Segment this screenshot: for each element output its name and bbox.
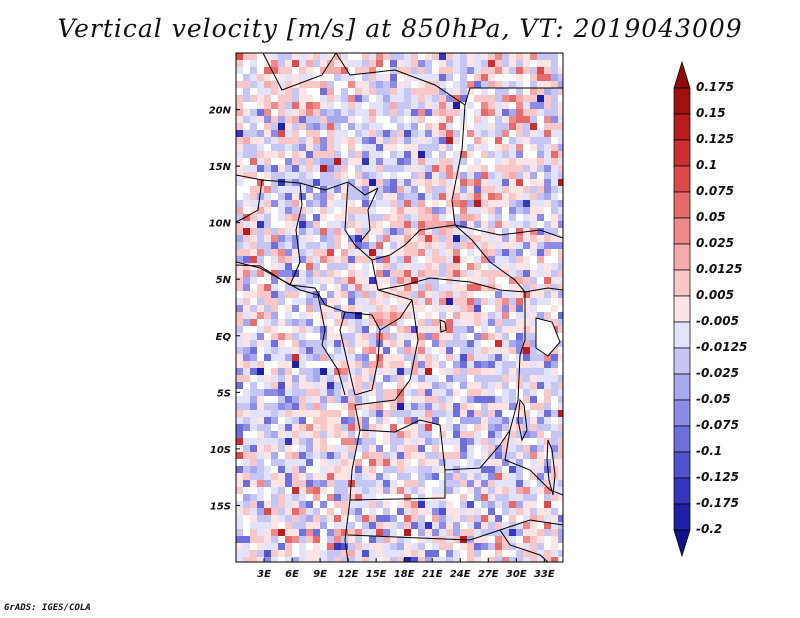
lon-tick-label: 21E (422, 569, 443, 580)
country-borders (236, 53, 563, 562)
colorbar-swatch (673, 217, 691, 245)
colorbar-level-label: -0.075 (696, 418, 739, 432)
lon-tick-label: 15E (366, 569, 387, 580)
lat-tick-label: 20N (209, 106, 232, 117)
colorbar-swatch (673, 425, 691, 453)
colorbar-swatch (673, 321, 691, 349)
lat-tick-label: 10N (209, 219, 232, 230)
colorbar-level-label: -0.025 (696, 366, 739, 380)
vertical-velocity-field (236, 53, 563, 562)
lon-tick-label: 6E (285, 569, 299, 580)
colorbar-level-label: 0.1 (696, 158, 718, 172)
credit-text: GrADS: IGES/COLA (4, 603, 91, 613)
lon-tick-label: 3E (257, 569, 271, 580)
colorbar-level-label: 0.075 (696, 184, 734, 198)
colorbar-swatch (673, 243, 691, 271)
lat-tick-label: 10S (210, 445, 231, 456)
colorbar-level-label: 0.175 (696, 80, 734, 94)
lon-tick-label: 9E (313, 569, 327, 580)
colorbar-level-label: -0.1 (696, 444, 723, 458)
lat-tick-label: 15S (210, 501, 231, 512)
lon-tick-label: 18E (394, 569, 415, 580)
map-frame (235, 52, 564, 563)
colorbar-level-label: -0.0125 (696, 340, 748, 354)
colorbar-level-label: -0.2 (696, 522, 723, 536)
lat-tick-label: 5S (217, 388, 231, 399)
colorbar-swatch (673, 399, 691, 427)
colorbar-swatch (673, 165, 691, 193)
colorbar-level-label: -0.175 (696, 496, 739, 510)
colorbar-level-label: 0.005 (696, 288, 734, 302)
colorbar-level-label: 0.125 (696, 132, 734, 146)
lat-tick-label: 5N (216, 275, 232, 286)
lon-tick-label: 30E (506, 569, 527, 580)
colorbar-swatch (673, 191, 691, 219)
colorbar-swatch (673, 113, 691, 141)
axis-ticks: 20N 15N 10N 5N EQ 5S 10S 15S 3E 6E 9E 12E 15E 18E 21E 2… (209, 106, 555, 580)
colorbar-level-label: 0.15 (696, 106, 726, 120)
lon-tick-label: 24E (450, 569, 471, 580)
lon-tick-label: 33E (534, 569, 555, 580)
colorbar-level-label: 0.05 (696, 210, 726, 224)
colorbar-swatch (673, 477, 691, 505)
colorbar-swatch (673, 373, 691, 401)
colorbar-swatch (673, 269, 691, 297)
map-title: Vertical velocity [m/s] at 850hPa, VT: 2… (57, 14, 743, 43)
colorbar-swatch (673, 503, 691, 531)
colorbar-level-label: -0.005 (696, 314, 739, 328)
colorbar-level-label: 0.0125 (696, 262, 743, 276)
colorbar-swatch (673, 451, 691, 479)
colorbar (673, 60, 691, 558)
colorbar-swatch (673, 295, 691, 323)
colorbar-under-arrow (673, 529, 691, 558)
lat-tick-label: EQ (216, 332, 232, 343)
colorbar-swatch (673, 139, 691, 167)
colorbar-level-label: -0.05 (696, 392, 731, 406)
lon-tick-label: 12E (338, 569, 359, 580)
colorbar-over-arrow (673, 60, 691, 89)
colorbar-level-label: -0.125 (696, 470, 739, 484)
lon-tick-label: 27E (478, 569, 499, 580)
colorbar-level-label: 0.025 (696, 236, 734, 250)
lat-tick-label: 15N (209, 162, 232, 173)
colorbar-swatch (673, 87, 691, 115)
colorbar-swatch (673, 347, 691, 375)
